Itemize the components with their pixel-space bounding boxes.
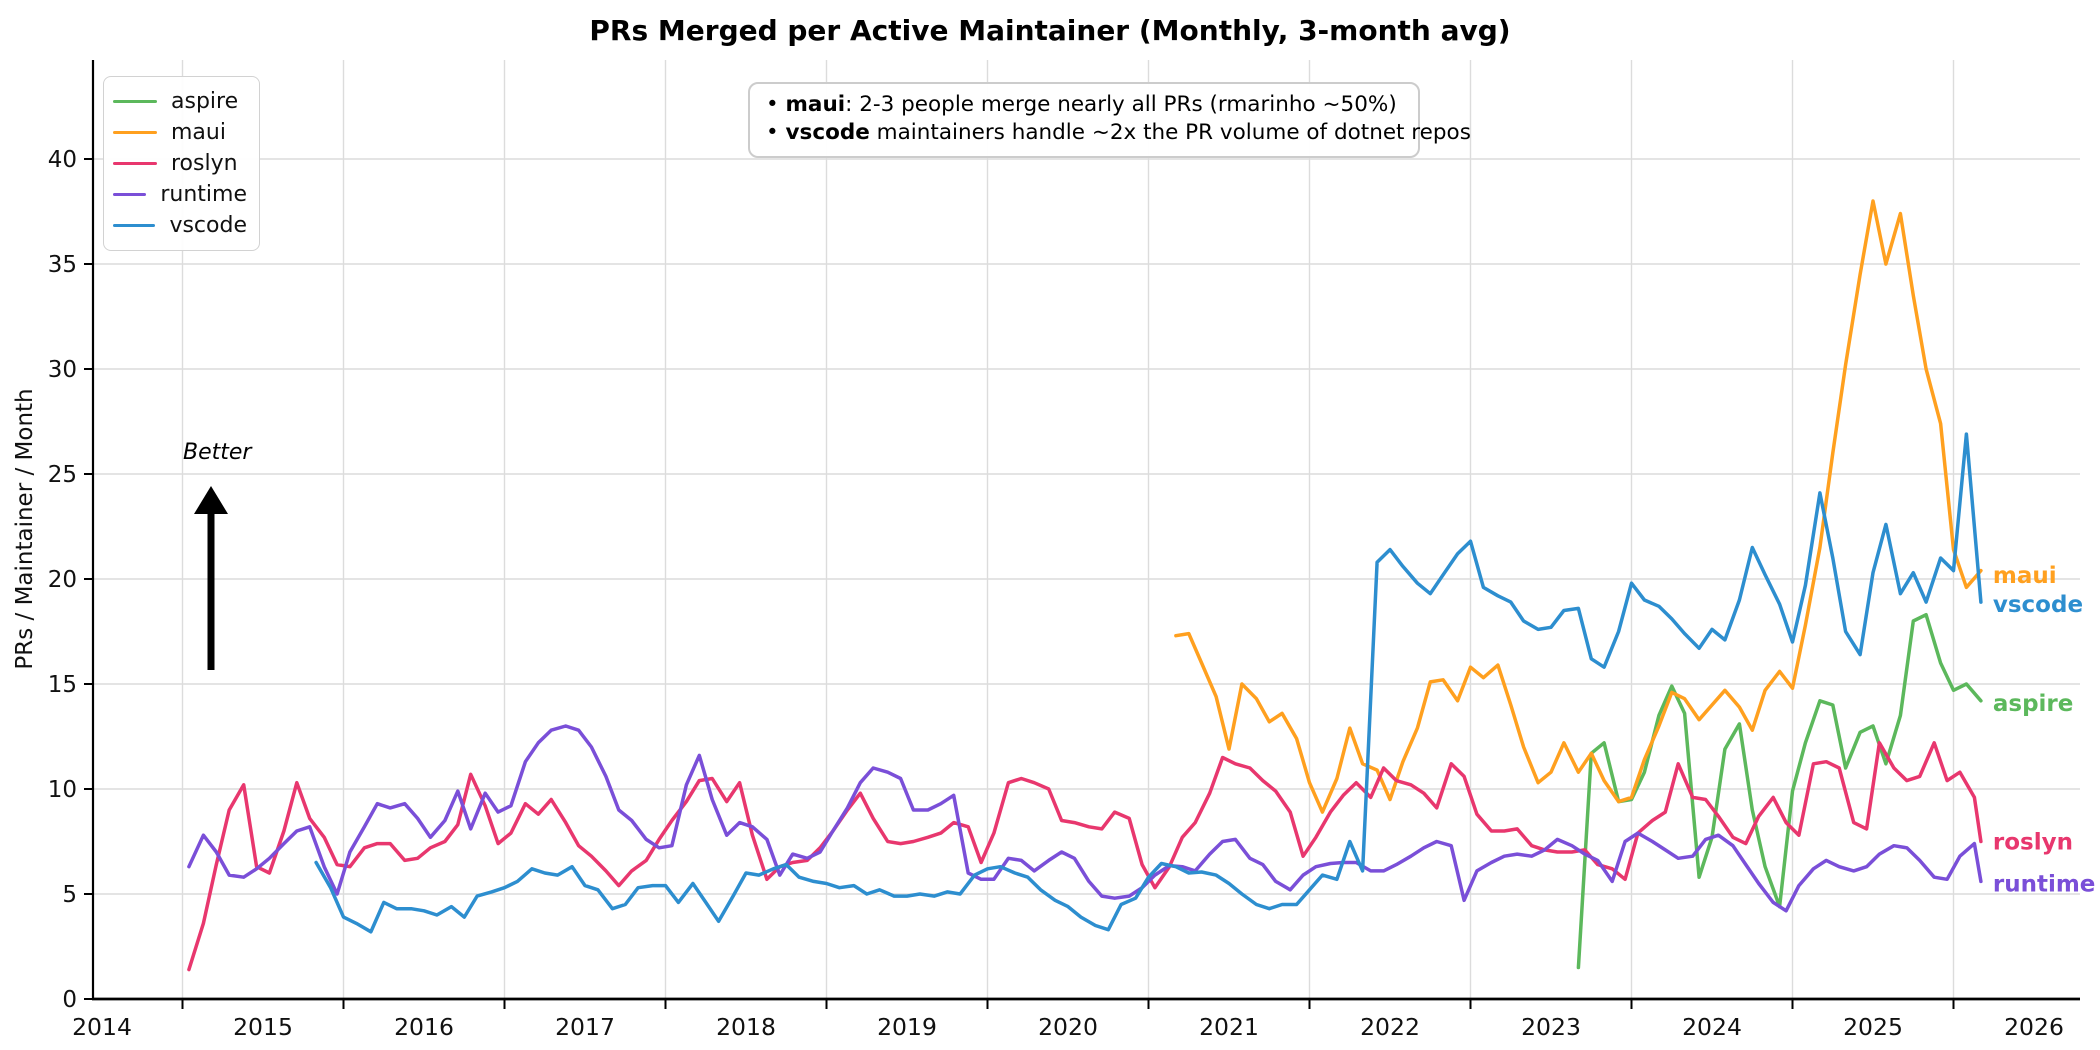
y-tick-label-25: 25 bbox=[48, 462, 77, 488]
annotation-line-2: • vscode maintainers handle ~2x the PR v… bbox=[766, 119, 1471, 147]
y-tick-label-35: 35 bbox=[48, 252, 77, 278]
annotation-bold-vscode: vscode bbox=[785, 120, 870, 145]
series-line-roslyn bbox=[187, 741, 1983, 972]
legend-label-vscode: vscode bbox=[169, 212, 247, 238]
y-tick-label-20: 20 bbox=[48, 567, 77, 593]
legend-item-aspire: aspire bbox=[113, 86, 247, 117]
series-line-runtime bbox=[187, 724, 1983, 913]
annotation-bold-maui: maui bbox=[785, 92, 846, 117]
series-end-label-runtime: runtime bbox=[1993, 872, 2096, 898]
x-tick-label-2024: 2024 bbox=[1682, 1013, 1742, 1041]
y-tick-label-30: 30 bbox=[48, 357, 77, 383]
legend-swatch-runtime bbox=[113, 192, 147, 197]
series-end-label-aspire: aspire bbox=[1993, 691, 2074, 717]
x-tick-label-2018: 2018 bbox=[716, 1013, 776, 1041]
legend-swatch-vscode bbox=[113, 223, 156, 228]
x-tick-label-2014: 2014 bbox=[72, 1013, 132, 1041]
annotation-bullet-2: • bbox=[766, 120, 786, 145]
y-axis-label: PRs / Maintainer / Month bbox=[12, 388, 38, 670]
annotation-box: • maui: 2-3 people merge nearly all PRs … bbox=[748, 82, 1471, 158]
y-tick-label-5: 5 bbox=[62, 882, 77, 908]
y-tick-label-10: 10 bbox=[48, 777, 77, 803]
better-arrow-head-icon bbox=[194, 486, 228, 514]
legend-label-runtime: runtime bbox=[160, 181, 247, 207]
legend-box: aspire maui roslyn runtime vscode bbox=[103, 76, 260, 251]
annotation-text-2: maintainers handle ~2x the PR volume of … bbox=[869, 120, 1471, 145]
legend-label-roslyn: roslyn bbox=[171, 150, 238, 176]
x-tick-label-2020: 2020 bbox=[1038, 1013, 1098, 1041]
series-line-aspire bbox=[1576, 612, 1983, 970]
legend-label-maui: maui bbox=[171, 119, 226, 145]
legend-swatch-roslyn bbox=[113, 161, 157, 166]
annotation-bullet-1: • bbox=[766, 92, 786, 117]
x-tick-label-2023: 2023 bbox=[1521, 1013, 1581, 1041]
x-tick-label-2015: 2015 bbox=[233, 1013, 293, 1041]
x-tick-label-2022: 2022 bbox=[1360, 1013, 1420, 1041]
legend-swatch-maui bbox=[113, 130, 157, 135]
x-tick-label-2021: 2021 bbox=[1199, 1013, 1259, 1041]
legend-item-roslyn: roslyn bbox=[113, 148, 247, 179]
legend-item-vscode: vscode bbox=[113, 210, 247, 241]
series-end-label-maui: maui bbox=[1993, 563, 2057, 589]
series-line-maui bbox=[1174, 199, 1983, 814]
series-end-label-roslyn: roslyn bbox=[1993, 830, 2073, 856]
x-tick-label-2026: 2026 bbox=[2004, 1013, 2064, 1041]
x-tick-label-2016: 2016 bbox=[394, 1013, 454, 1041]
legend-label-aspire: aspire bbox=[171, 88, 239, 114]
x-tick-label-2025: 2025 bbox=[1843, 1013, 1903, 1041]
legend-item-runtime: runtime bbox=[113, 179, 247, 210]
series-end-label-vscode: vscode bbox=[1993, 592, 2083, 618]
chart-title: PRs Merged per Active Maintainer (Monthl… bbox=[589, 14, 1511, 47]
y-tick-label-15: 15 bbox=[48, 672, 77, 698]
better-label: Better bbox=[183, 440, 252, 465]
series-line-vscode bbox=[314, 432, 1983, 934]
annotation-line-1: • maui: 2-3 people merge nearly all PRs … bbox=[766, 91, 1402, 119]
legend-item-maui: maui bbox=[113, 117, 247, 148]
legend-swatch-aspire bbox=[113, 99, 157, 104]
y-tick-label-0: 0 bbox=[62, 987, 77, 1013]
x-tick-label-2019: 2019 bbox=[877, 1013, 937, 1041]
y-tick-label-40: 40 bbox=[48, 147, 77, 173]
x-tick-label-2017: 2017 bbox=[555, 1013, 615, 1041]
annotation-text-1: : 2-3 people merge nearly all PRs (rmari… bbox=[845, 92, 1397, 117]
